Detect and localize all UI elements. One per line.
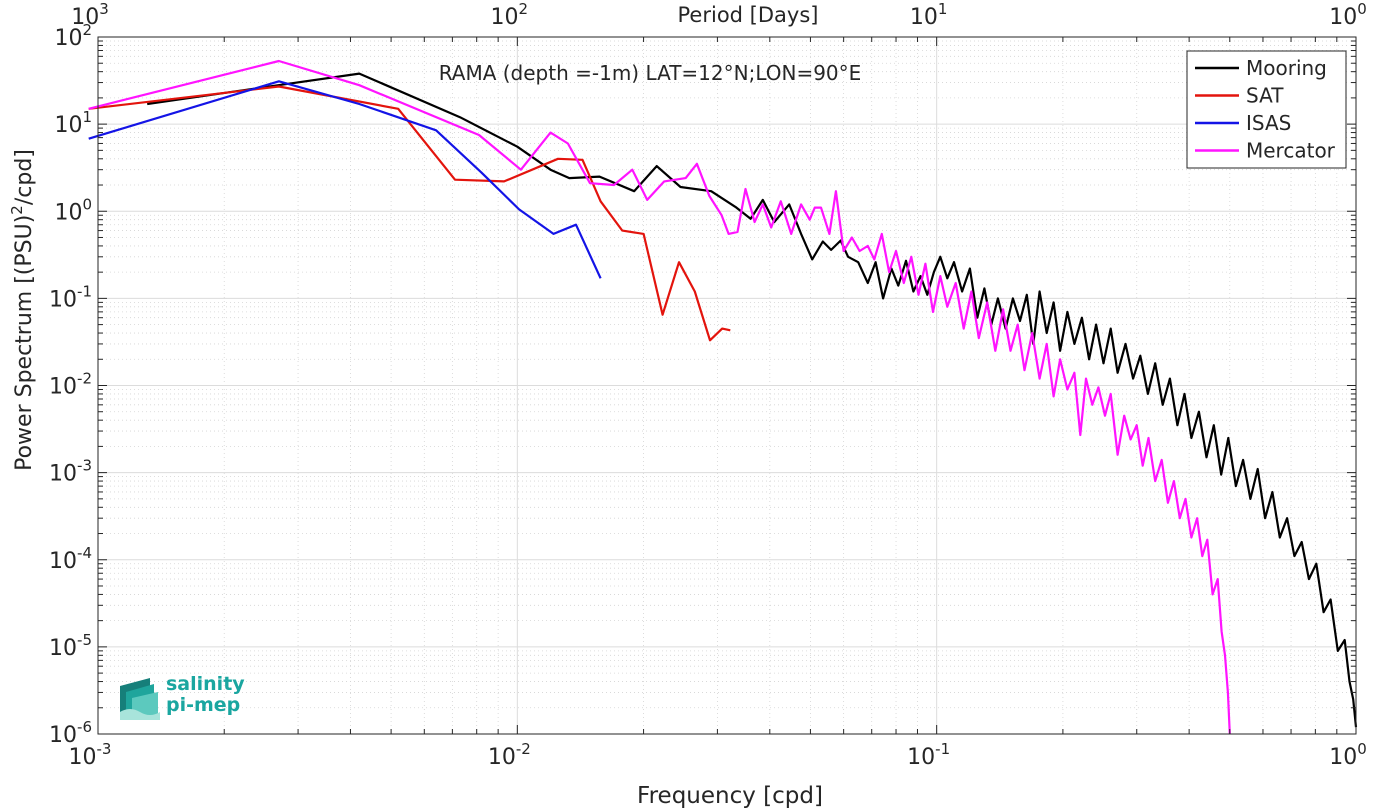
top-tick-label: 102 — [491, 0, 529, 30]
y-tick-label: 10-1 — [49, 282, 92, 312]
logo-line1: salinity — [166, 673, 245, 695]
top-tick-label: 100 — [1329, 0, 1367, 30]
logo-wave-icon — [120, 678, 160, 720]
salinity-pi-mep-logo: salinity pi-mep — [116, 672, 256, 722]
top-axis-label: Period [Days] — [678, 3, 819, 27]
chart-title: RAMA (depth =-1m) LAT=12°N;LON=90°E — [439, 61, 862, 85]
y-tick-label: 10-5 — [49, 631, 92, 661]
series-line-sat — [88, 85, 731, 342]
x-axis-label: Frequency [cpd] — [637, 783, 823, 809]
y-tick-label: 10-6 — [49, 718, 92, 748]
x-tick-label: 10-2 — [488, 740, 531, 770]
x-tick-label: 10-1 — [907, 740, 950, 770]
y-tick-label: 101 — [54, 108, 92, 138]
tick-marks — [97, 36, 1357, 735]
legend-label-sat: SAT — [1246, 84, 1284, 108]
legend-box — [1186, 50, 1347, 169]
legend-label-mercator: Mercator — [1246, 139, 1336, 163]
x-tick-label: 10-3 — [69, 740, 112, 770]
series-line-mooring — [147, 72, 1358, 728]
y-tick-label: 102 — [54, 21, 92, 51]
y-tick-label: 10-4 — [49, 544, 92, 574]
legend-label-isas: ISAS — [1246, 111, 1291, 135]
legend: Mooring SAT ISAS Mercator — [1186, 50, 1347, 169]
series-lines — [88, 59, 1358, 735]
series-line-mercator — [88, 59, 1231, 735]
y-tick-label: 100 — [54, 195, 92, 225]
x-tick-label: 100 — [1329, 740, 1367, 770]
y-tick-label: 10-3 — [49, 457, 92, 487]
logo-line2: pi-mep — [166, 694, 241, 716]
top-tick-label: 101 — [910, 0, 948, 30]
y-axis-label: Power Spectrum [(PSU)2/cpd] — [8, 149, 37, 471]
top-tick-label: 103 — [71, 0, 109, 30]
legend-label-mooring: Mooring — [1246, 56, 1327, 80]
series-line-isas — [88, 80, 602, 279]
y-tick-label: 10-2 — [49, 370, 92, 400]
grid — [97, 36, 1357, 735]
